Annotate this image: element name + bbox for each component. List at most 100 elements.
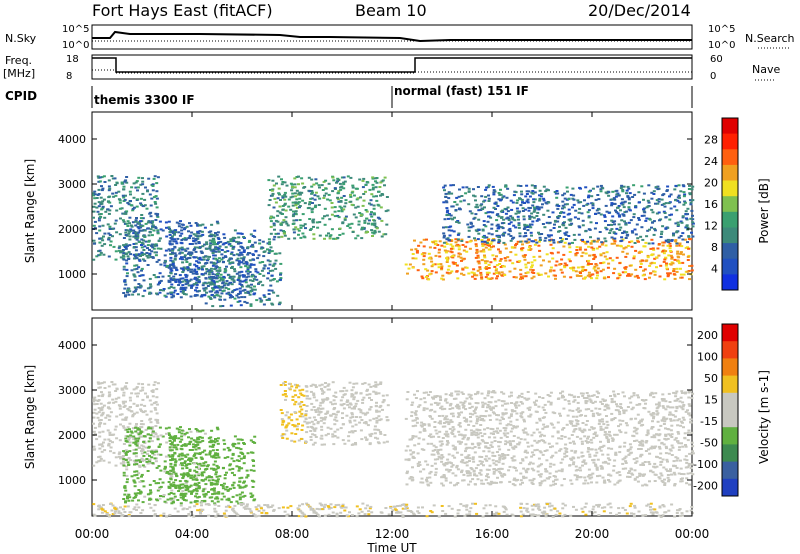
heatmap-cell <box>651 221 654 224</box>
heatmap-cell <box>634 206 638 209</box>
heatmap-cell <box>165 441 169 444</box>
heatmap-cell <box>141 258 145 261</box>
heatmap-cell <box>125 222 129 225</box>
heatmap-cell <box>664 216 668 219</box>
heatmap-cell <box>328 199 332 202</box>
heatmap-cell <box>187 443 191 445</box>
heatmap-cell <box>668 195 671 198</box>
heatmap-cell <box>146 493 150 496</box>
heatmap-cell <box>193 474 197 477</box>
heatmap-cell <box>473 237 476 240</box>
heatmap-cell <box>336 177 340 180</box>
heatmap-cell <box>221 279 225 282</box>
heatmap-cell <box>212 234 216 237</box>
heatmap-cell <box>524 272 528 275</box>
heatmap-cell <box>229 275 233 278</box>
heatmap-cell <box>235 459 239 462</box>
heatmap-cell <box>447 229 451 232</box>
heatmap-cell <box>318 384 322 387</box>
heatmap-cell <box>189 484 193 487</box>
heatmap-cell <box>198 280 201 283</box>
heatmap-cell <box>619 245 623 248</box>
heatmap-cell <box>108 415 112 418</box>
heatmap-cell <box>153 431 157 434</box>
heatmap-cell <box>167 426 171 429</box>
heatmap-cell <box>263 296 267 298</box>
heatmap-cell <box>354 443 358 446</box>
heatmap-cell <box>372 385 376 388</box>
heatmap-cell <box>690 188 694 191</box>
heatmap-cell <box>475 250 479 253</box>
heatmap-cell <box>573 451 577 454</box>
heatmap-cell <box>228 464 232 467</box>
heatmap-cell <box>587 190 591 193</box>
heatmap-cell <box>669 263 673 266</box>
heatmap-cell <box>364 184 368 186</box>
heatmap-cell <box>218 270 222 272</box>
heatmap-cell <box>652 417 655 420</box>
heatmap-cell <box>314 409 317 412</box>
heatmap-cell <box>467 229 471 232</box>
heatmap-cell <box>521 210 525 212</box>
nave-tick-top: 60 <box>710 54 723 65</box>
heatmap-cell <box>603 237 607 240</box>
heatmap-cell <box>513 267 517 270</box>
heatmap-cell <box>198 258 202 261</box>
heatmap-cell <box>516 210 520 213</box>
heatmap-cell <box>345 389 349 392</box>
heatmap-cell <box>268 260 272 263</box>
heatmap-cell <box>314 411 318 413</box>
heatmap-cell <box>308 416 312 419</box>
heatmap-cell <box>125 275 129 278</box>
heatmap-cell <box>504 208 508 211</box>
heatmap-cell <box>209 235 213 238</box>
heatmap-cell <box>494 208 497 210</box>
heatmap-cell <box>594 213 597 215</box>
heatmap-cell <box>484 212 488 215</box>
heatmap-cell <box>519 273 523 276</box>
heatmap-cell <box>237 502 241 505</box>
heatmap-cell <box>622 247 626 250</box>
heatmap-cell <box>350 443 354 446</box>
heatmap-cell <box>578 207 582 210</box>
heatmap-cell <box>537 274 541 276</box>
heatmap-cell <box>440 267 444 269</box>
heatmap-cell <box>415 249 419 252</box>
heatmap-cell <box>309 227 313 230</box>
heatmap-cell <box>195 479 199 481</box>
heatmap-cell <box>129 459 133 462</box>
heatmap-cell <box>319 401 323 404</box>
heatmap-cell <box>101 187 105 190</box>
heatmap-cell <box>251 253 255 256</box>
heatmap-cell <box>126 289 129 292</box>
heatmap-cell <box>492 462 496 465</box>
heatmap-cell <box>176 293 180 295</box>
heatmap-cell <box>232 481 236 484</box>
heatmap-cell <box>637 251 641 254</box>
heatmap-cell <box>180 448 184 451</box>
heatmap-cell <box>639 262 643 265</box>
heatmap-cell <box>613 483 617 486</box>
heatmap-cell <box>200 294 204 297</box>
heatmap-cell <box>317 407 321 410</box>
heatmap-cell <box>190 286 193 289</box>
heatmap-cell <box>685 477 689 480</box>
heatmap-cell <box>369 435 373 438</box>
heatmap-cell <box>437 266 441 269</box>
heatmap-cell <box>446 458 450 461</box>
heatmap-cell <box>179 287 183 290</box>
heatmap-cell <box>140 246 144 249</box>
heatmap-cell <box>476 206 479 209</box>
heatmap-cell <box>174 254 178 257</box>
heatmap-cell <box>211 243 215 246</box>
heatmap-cell <box>307 206 311 209</box>
heatmap-cell <box>162 289 165 292</box>
heatmap-cell <box>140 473 144 476</box>
heatmap-cell <box>238 496 242 499</box>
heatmap-cell <box>638 441 642 443</box>
heatmap-cell <box>444 251 448 254</box>
heatmap-cell <box>514 212 518 215</box>
heatmap-cell <box>571 187 575 190</box>
heatmap-cell <box>422 263 426 266</box>
heatmap-cell <box>127 499 131 502</box>
